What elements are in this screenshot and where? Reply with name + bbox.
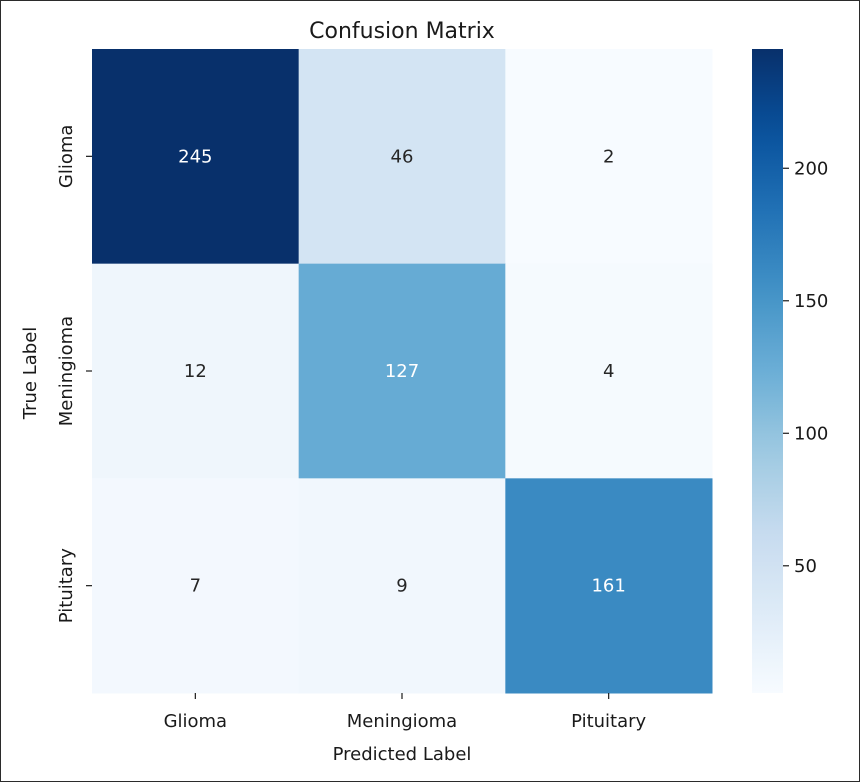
heatmap-cells: 245 46 2 12 127 4 7 9 161 <box>92 49 713 694</box>
heatmap-cell-2-2 <box>505 478 713 694</box>
heatmap-cell-0-2 <box>505 49 713 265</box>
heatmap-cell-2-1 <box>298 478 506 694</box>
colorbar-tick-label: 150 <box>794 291 828 312</box>
colorbar-tick-label: 200 <box>794 158 828 179</box>
cell-value-label: 9 <box>396 576 407 597</box>
heatmap-cell-1-0 <box>92 263 300 479</box>
cell-value-label: 7 <box>190 576 201 597</box>
heatmap-cell-0-1 <box>298 49 506 265</box>
y-tick-label: Glioma <box>56 125 77 189</box>
heatmap-cell-2-0 <box>92 478 300 694</box>
cell-value-label: 4 <box>603 361 614 382</box>
chart-title: Confusion Matrix <box>309 19 495 44</box>
cell-value-label: 12 <box>184 361 207 382</box>
y-ticks: Glioma Meningioma Pituitary <box>56 125 92 623</box>
heatmap-cell-1-2 <box>505 263 713 479</box>
colorbar-tick-label: 100 <box>794 423 828 444</box>
cell-value-label: 2 <box>603 146 614 167</box>
colorbar: 50 100 150 200 <box>752 49 828 693</box>
cell-value-label: 127 <box>385 361 419 382</box>
cell-value-label: 245 <box>178 146 212 167</box>
x-axis-label: Predicted Label <box>333 744 472 765</box>
cell-value-label: 46 <box>391 146 414 167</box>
y-tick-label: Pituitary <box>56 548 77 623</box>
heatmap-cell-0-0 <box>92 49 300 265</box>
x-tick-label: Meningioma <box>347 711 457 732</box>
x-tick-label: Glioma <box>164 711 228 732</box>
heatmap-cell-1-1 <box>298 263 506 479</box>
cell-value-label: 161 <box>591 576 625 597</box>
colorbar-tick-label: 50 <box>794 556 817 577</box>
colorbar-gradient <box>752 49 783 693</box>
y-tick-label: Meningioma <box>56 316 77 426</box>
x-tick-label: Pituitary <box>571 711 646 732</box>
x-ticks: Glioma Meningioma Pituitary <box>164 693 647 732</box>
y-axis-label: True Label <box>20 327 41 421</box>
